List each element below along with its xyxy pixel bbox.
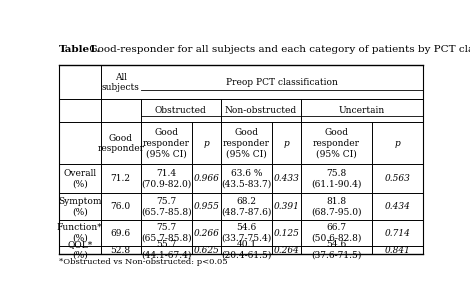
Text: 0.714: 0.714: [384, 228, 410, 238]
Text: p: p: [204, 139, 209, 148]
Text: 75.8
(61.1-90.4): 75.8 (61.1-90.4): [311, 169, 362, 188]
Text: 76.0: 76.0: [110, 202, 131, 211]
Text: 54.6
(33.7-75.4): 54.6 (33.7-75.4): [221, 223, 272, 243]
Text: 0.563: 0.563: [384, 174, 410, 183]
Text: Good-responder for all subjects and each category of patients by PCT classificat: Good-responder for all subjects and each…: [86, 45, 470, 54]
Text: 75.7
(65.7-85.8): 75.7 (65.7-85.8): [141, 223, 191, 243]
Text: Good
responder
(95% CI): Good responder (95% CI): [143, 128, 190, 158]
Text: 0.125: 0.125: [274, 228, 299, 238]
Text: 55.7
(44.1-67.4): 55.7 (44.1-67.4): [141, 240, 191, 260]
Text: Uncertain: Uncertain: [339, 106, 385, 115]
Text: Preop PCT classification: Preop PCT classification: [226, 78, 338, 87]
Text: 40.1
(20.4-61.5): 40.1 (20.4-61.5): [221, 240, 272, 260]
Text: 0.434: 0.434: [384, 202, 410, 211]
Text: 71.2: 71.2: [110, 174, 131, 183]
Text: 54.6
(37.6-71.5): 54.6 (37.6-71.5): [311, 240, 362, 260]
Text: 0.841: 0.841: [384, 246, 410, 255]
Text: Good
responder: Good responder: [97, 134, 144, 153]
Text: *Obstructed vs Non-obstructed: p<0.05: *Obstructed vs Non-obstructed: p<0.05: [59, 258, 227, 266]
Text: Non-obstructed: Non-obstructed: [225, 106, 297, 115]
Text: 71.4
(70.9-82.0): 71.4 (70.9-82.0): [141, 169, 191, 188]
Text: Good
responder
(95% CI): Good responder (95% CI): [313, 128, 360, 158]
Text: 66.7
(50.6-82.8): 66.7 (50.6-82.8): [311, 223, 362, 243]
Text: Table1.: Table1.: [59, 45, 101, 54]
Text: p: p: [283, 139, 289, 148]
Text: 0.625: 0.625: [193, 246, 219, 255]
Text: 0.391: 0.391: [274, 202, 299, 211]
Text: Obstructed: Obstructed: [155, 106, 207, 115]
Text: Function*
(%): Function* (%): [57, 223, 102, 243]
Text: 69.6: 69.6: [110, 228, 131, 238]
Text: 0.966: 0.966: [193, 174, 219, 183]
Text: All
subjects: All subjects: [102, 73, 140, 92]
Text: Overall
(%): Overall (%): [63, 169, 96, 188]
Text: 0.264: 0.264: [274, 246, 299, 255]
Text: 75.7
(65.7-85.8): 75.7 (65.7-85.8): [141, 197, 191, 216]
Text: 0.955: 0.955: [193, 202, 219, 211]
Text: 0.433: 0.433: [274, 174, 299, 183]
Text: 63.6 %
(43.5-83.7): 63.6 % (43.5-83.7): [221, 169, 272, 188]
Text: Symptom
(%): Symptom (%): [58, 197, 102, 216]
Text: 52.8: 52.8: [110, 246, 131, 255]
Text: 81.8
(68.7-95.0): 81.8 (68.7-95.0): [311, 197, 362, 216]
Text: p: p: [395, 139, 400, 148]
Text: 0.266: 0.266: [193, 228, 219, 238]
Text: QOL*
(%): QOL* (%): [67, 240, 92, 260]
Text: 68.2
(48.7-87.6): 68.2 (48.7-87.6): [221, 197, 272, 216]
Text: Good
responder
(95% CI): Good responder (95% CI): [223, 128, 270, 158]
